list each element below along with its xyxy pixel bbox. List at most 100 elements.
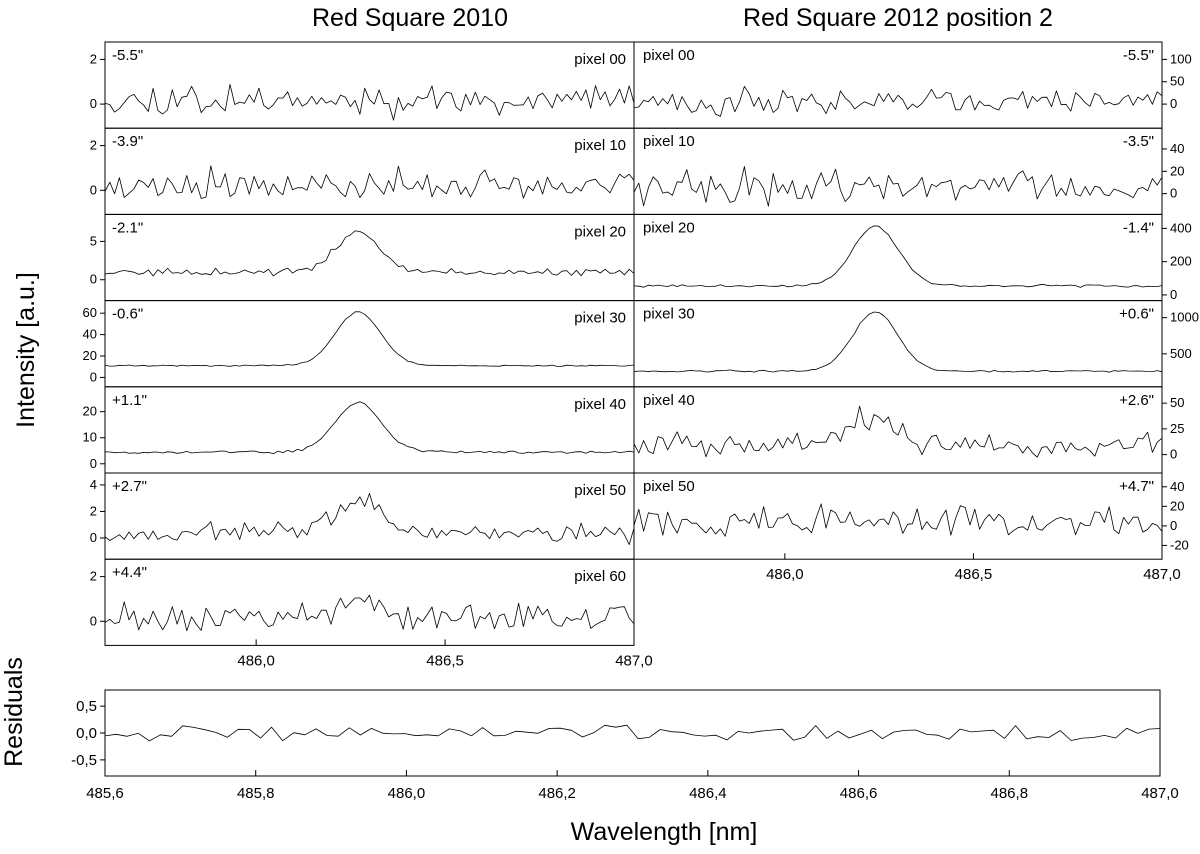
y-tick-label: 50 [1170,395,1184,410]
spectrum-trace [633,405,1163,458]
y-tick-label: 0 [90,530,97,545]
left-panel-1: 0 2 -3.9" pixel 10 [90,127,635,215]
left-panel-2: 0 5 -2.1" pixel 20 [90,213,635,302]
y-tick-label: 0 [90,456,97,471]
residuals-x-tick-label: 486,0 [388,785,426,802]
spectrum-trace [104,594,635,632]
offset-label: +4.7" [1119,478,1154,495]
y-tick-label: 60 [83,305,97,320]
residuals-x-tick-label: 486,2 [538,785,576,802]
residuals-axis-label: Residuals [0,657,28,767]
y-tick-label: 100 [1170,51,1192,66]
panel-frame [633,386,1163,474]
y-tick-label: 40 [1170,479,1184,494]
panel-frame [104,213,635,302]
left-x-tick-label: 486,0 [237,652,275,669]
pixel-label: pixel 00 [574,51,626,68]
offset-label: -3.9" [112,133,143,150]
y-tick-label: 200 [1170,254,1192,269]
right-panel-4: 0 25 50 +2.6" pixel 40 [633,386,1184,474]
left-x-tick-label: 486,5 [426,652,464,669]
pixel-label: pixel 20 [643,219,695,236]
spectrum-trace [633,225,1163,288]
y-tick-label: 25 [1170,421,1184,436]
right-panel-1: 0 20 40 -3.5" pixel 10 [633,127,1184,215]
panel-frame [633,472,1163,560]
left-column-title: Red Square 2010 [312,4,508,32]
y-axis-label: Intensity [a.u.] [12,272,40,428]
pixel-label: pixel 50 [643,478,695,495]
y-tick-label: 2 [90,51,97,66]
residuals-x-tick-label: 487,0 [1141,785,1179,802]
offset-label: +2.7" [112,478,147,495]
right-x-tick-label: 487,0 [1143,566,1181,583]
panel-frame [104,558,635,646]
right-x-tick-label: 486,5 [955,566,993,583]
y-tick-label: 10 [83,430,97,445]
right-x-tick-label: 486,0 [766,566,804,583]
offset-label: -5.5" [1123,47,1154,64]
residuals-panel: -0,5 0,0 0,5 485,6 485,8 486,0 486,2 486,4 486,6… [71,689,1179,802]
y-tick-label: 40 [1170,141,1184,156]
y-tick-label: 0 [90,96,97,111]
spectrum-trace [633,503,1163,537]
residuals-y-tick-label: 0,0 [76,725,97,742]
left-panel-0: 0 2 -5.5" pixel 00 [90,41,635,129]
right-panel-0: 0 50 100 -5.5" pixel 00 [633,41,1192,129]
pixel-label: pixel 40 [643,392,695,409]
y-tick-label: 0 [1170,186,1177,201]
residuals-x-tick-label: 485,8 [237,785,275,802]
spectrum-trace [104,401,635,455]
residuals-x-tick-label: 486,4 [689,785,727,802]
panel-frame [633,41,1163,129]
y-tick-label: 0 [1170,518,1177,533]
panel-frame [104,386,635,474]
y-tick-label: 0 [90,182,97,197]
pixel-label: pixel 20 [574,223,626,240]
panel-frame [104,472,635,560]
y-tick-label: 0 [1170,96,1177,111]
residuals-x-tick-label: 485,6 [86,785,124,802]
right-panel-5: -20 0 20 40 +4.7" pixel 50 [633,472,1189,560]
panel-frame [633,213,1163,302]
y-tick-label: 50 [1170,74,1184,89]
y-tick-label: 20 [83,348,97,363]
panel-frame [633,127,1163,215]
offset-label: -2.1" [112,219,143,236]
pixel-label: pixel 50 [574,482,626,499]
spectrum-trace [104,493,635,545]
offset-label: +4.4" [112,564,147,581]
y-tick-label: 500 [1170,346,1192,361]
y-tick-label: -20 [1170,537,1189,552]
y-tick-label: 400 [1170,220,1192,235]
left-panel-3: 0 20 40 60 -0.6" pixel 30 [83,300,635,388]
spectrum-trace [104,311,635,367]
spectrum-trace [104,230,635,277]
y-tick-label: 0 [90,369,97,384]
plot-area: 0 2 -5.5" pixel 00 0 2 -3.9" pixel 10 0 5 -2.1" pix… [71,41,1199,802]
residuals-x-tick-label: 486,8 [991,785,1029,802]
pixel-label: pixel 30 [574,310,626,327]
y-tick-label: 40 [83,327,97,342]
y-tick-label: 4 [90,477,97,492]
y-tick-label: 20 [83,404,97,419]
y-tick-label: 0 [90,613,97,628]
residuals-x-tick-label: 486,6 [840,785,878,802]
offset-label: -5.5" [112,47,143,64]
y-tick-label: 5 [90,233,97,248]
spectrum-trace [633,85,1163,117]
pixel-label: pixel 60 [574,568,626,585]
pixel-label: pixel 30 [643,306,695,323]
x-axis-label: Wavelength [nm] [571,818,758,846]
offset-label: +1.1" [112,392,147,409]
y-tick-label: 20 [1170,498,1184,513]
y-tick-label: 20 [1170,163,1184,178]
y-tick-label: 0 [90,272,97,287]
pixel-label: pixel 00 [643,47,695,64]
left-x-tick-label: 487,0 [615,652,653,669]
offset-label: -3.5" [1123,133,1154,150]
left-panel-6: 0 2 +4.4" pixel 60 [90,558,635,646]
panel-frame [633,300,1163,388]
right-panel-3: 500 1000 +0.6" pixel 30 [633,300,1199,388]
